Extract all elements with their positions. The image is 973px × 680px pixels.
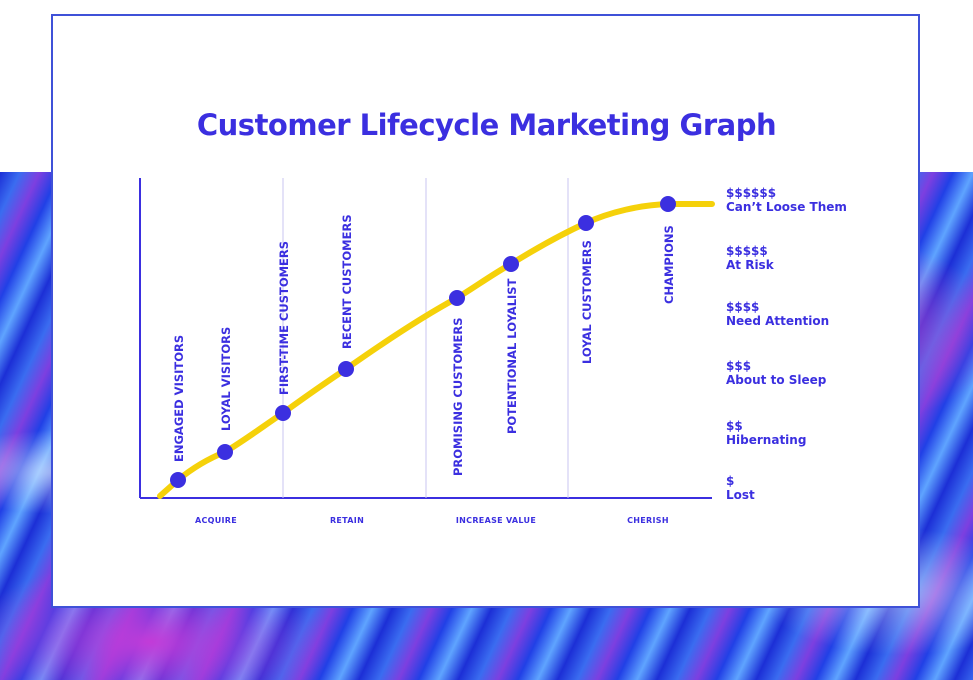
stage-label-loyal-customers: LOYAL CUSTOMERS [580, 240, 594, 364]
stage-label-potentional-loyalist: POTENTIONAL LOYALIST [505, 278, 519, 434]
tier-name: Lost [726, 488, 755, 502]
value-tier-3: $$$ About to Sleep [726, 359, 826, 387]
stage-point-engaged-visitors [170, 472, 186, 488]
value-tier-4: $$$$ Need Attention [726, 300, 829, 328]
stage-point-potentional-loyalist [503, 256, 519, 272]
tier-value: $$$ [726, 359, 752, 373]
tier-name: Need Attention [726, 314, 830, 328]
segment-label-increase-value: INCREASE VALUE [456, 516, 536, 525]
stage-point-loyal-visitors [217, 444, 233, 460]
segment-label-acquire: ACQUIRE [195, 516, 237, 525]
stage-label-recent-customers: RECENT CUSTOMERS [340, 214, 354, 349]
value-tier-6: $$$$$$ Can’t Loose Them [726, 186, 847, 214]
tier-name: Hibernating [726, 433, 807, 447]
stage-label-engaged-visitors: ENGAGED VISITORS [172, 335, 186, 462]
graph-card [51, 14, 920, 608]
tier-value: $ [726, 474, 735, 488]
lifecycle-curve [157, 201, 715, 499]
value-tier-5: $$$$$ At Risk [726, 244, 774, 272]
value-tier-1: $ Lost [726, 474, 755, 502]
tier-value: $$$$$ [726, 244, 768, 258]
segment-label-cherish: CHERISH [627, 516, 669, 525]
stage-point-champions [660, 196, 676, 212]
stage-point-loyal-customers [578, 215, 594, 231]
tier-name: Can’t Loose Them [726, 200, 847, 214]
value-tier-2: $$ Hibernating [726, 419, 806, 447]
stage-label-promising-customers: PROMISING CUSTOMERS [451, 317, 465, 476]
tier-value: $$ [726, 419, 743, 433]
segment-label-retain: RETAIN [330, 516, 364, 525]
tier-name: About to Sleep [726, 373, 827, 387]
stage-point-promising-customers [449, 290, 465, 306]
stage-label-loyal-visitors: LOYAL VISITORS [219, 327, 233, 431]
tier-value: $$$$$$ [726, 186, 777, 200]
stage-label-first-time-customers: FIRST-TIME CUSTOMERS [277, 241, 291, 395]
page-title: Customer Lifecycle Marketing Graph [196, 108, 777, 142]
stage-label-champions: CHAMPIONS [662, 225, 676, 304]
tier-name: At Risk [726, 258, 774, 272]
stage-point-first-time-customers [275, 405, 291, 421]
stage-point-recent-customers [338, 361, 354, 377]
tier-value: $$$$ [726, 300, 760, 314]
